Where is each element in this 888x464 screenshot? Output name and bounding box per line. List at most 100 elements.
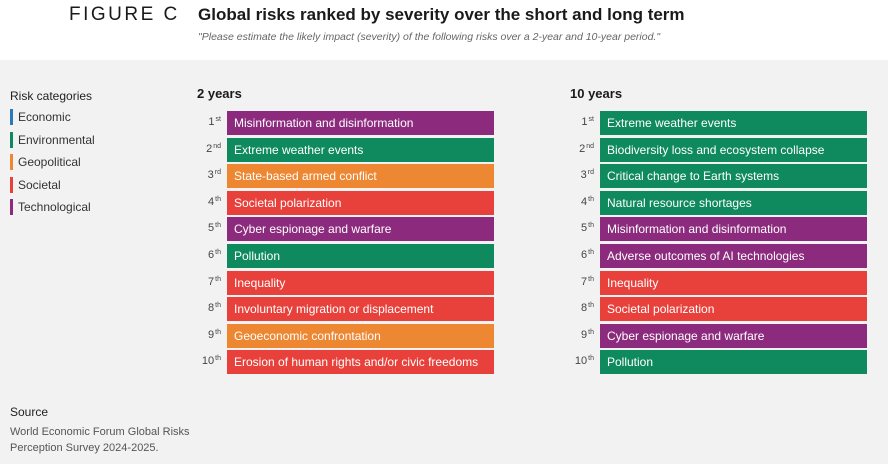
legend-item: Environmental (10, 131, 95, 155)
legend-swatch (10, 131, 13, 148)
chart-panel: Risk categories Economic Environmental Geo… (0, 60, 888, 464)
rank-label: 5th (197, 222, 221, 234)
ranking-row: 3rd State-based armed conflict (197, 164, 497, 189)
ranking-row: 2nd Extreme weather events (197, 137, 497, 162)
rank-suffix: th (215, 195, 221, 203)
rank-suffix: nd (586, 142, 594, 150)
rank-label: 6th (197, 249, 221, 261)
risk-bar: State-based armed conflict (227, 164, 494, 189)
ranking-row: 4th Natural resource shortages (570, 190, 870, 215)
source-text: World Economic Forum Global Risks Percep… (10, 426, 190, 454)
rank-number: 4 (208, 195, 215, 208)
rank-suffix: th (215, 249, 221, 256)
source-block: Source World Economic Forum Global Risks… (10, 405, 220, 456)
rank-suffix: th (215, 355, 221, 363)
rank-number: 8 (208, 302, 215, 315)
rank-label: 10th (197, 355, 221, 367)
rank-suffix: rd (587, 169, 594, 177)
column-title: 10 years (570, 86, 623, 101)
risk-bar: Erosion of human rights and/or civic fre… (227, 350, 494, 375)
figure-header: FIGURE C Global risks ranked by severity… (0, 0, 888, 60)
ranking-row: 6th Pollution (197, 244, 497, 268)
column-title: 2 years (197, 86, 242, 101)
ranking-row: 7th Inequality (197, 270, 497, 295)
rank-number: 2 (579, 142, 586, 155)
source-title: Source (10, 405, 49, 419)
risk-bar: Extreme weather events (600, 111, 867, 135)
risk-bar: Pollution (227, 244, 494, 268)
risk-bar: Inequality (600, 270, 867, 295)
rank-suffix: th (588, 355, 594, 363)
ranking-row: 8th Societal polarization (570, 297, 870, 322)
risk-bar: Geoeconomic confrontation (227, 323, 494, 348)
rank-label: 10th (570, 355, 594, 367)
rank-number: 1 (208, 116, 215, 128)
ranking-row: 3rd Critical change to Earth systems (570, 164, 870, 189)
legend-label: Economic (18, 110, 71, 124)
ranking-row: 1st Misinformation and disinformation (197, 111, 497, 135)
rank-suffix: st (588, 116, 594, 123)
legend-label: Geopolitical (18, 155, 81, 169)
rank-suffix: th (215, 275, 221, 283)
rank-label: 9th (570, 329, 594, 341)
rank-number: 2 (206, 142, 213, 155)
rank-label: 3rd (197, 169, 221, 181)
ranking-row: 9th Cyber espionage and warfare (570, 323, 870, 348)
rank-suffix: th (588, 195, 594, 203)
rank-label: 5th (570, 222, 594, 234)
ranking-row: 7th Inequality (570, 270, 870, 295)
legend-swatch (10, 154, 13, 170)
risk-bar: Inequality (227, 270, 494, 295)
rank-label: 3rd (570, 169, 594, 181)
ranking-row: 10th Erosion of human rights and/or civic… (197, 350, 497, 375)
legend-label: Technological (18, 200, 91, 214)
legend-title: Risk categories (10, 89, 93, 103)
ranking-row: 5th Misinformation and disinformation (570, 217, 870, 242)
rank-label: 7th (197, 276, 221, 288)
ranking-row: 8th Involuntary migration or displacement (197, 297, 497, 322)
ranking-row: 2nd Biodiversity loss and ecosystem colla… (570, 137, 870, 162)
rank-suffix: th (588, 222, 594, 230)
rank-number: 1 (581, 116, 588, 128)
rank-label: 6th (570, 249, 594, 261)
legend-swatch (10, 176, 13, 193)
risk-bar: Cyber espionage and warfare (600, 323, 867, 348)
figure-label: FIGURE C (69, 4, 180, 25)
legend-item: Geopolitical (10, 154, 92, 177)
legend-item: Technological (10, 199, 92, 222)
risk-bar: Societal polarization (600, 297, 867, 322)
risk-bar: Societal polarization (227, 190, 494, 215)
rank-number: 8 (581, 302, 588, 315)
ranking-row: 5th Cyber espionage and warfare (197, 217, 497, 242)
risk-bar: Misinformation and disinformation (600, 217, 867, 242)
rank-number: 4 (581, 195, 588, 208)
rank-suffix: th (588, 328, 594, 336)
risk-bar: Adverse outcomes of AI technologies (600, 244, 867, 268)
rank-number: 7 (581, 275, 588, 288)
legend-items: Economic Environmental Geopolitical Societa… (10, 109, 95, 222)
legend-item: Societal (10, 176, 92, 200)
figure-subtitle: "Please estimate the likely impact (seve… (198, 31, 661, 43)
ranking-row: 10th Pollution (570, 350, 870, 375)
rank-number: 7 (208, 275, 215, 288)
rank-label: 8th (197, 302, 221, 314)
legend-swatch (10, 109, 13, 125)
rank-number: 9 (208, 328, 215, 341)
rank-suffix: th (215, 222, 221, 230)
rank-suffix: th (588, 249, 594, 256)
risk-bar: Critical change to Earth systems (600, 164, 867, 189)
rank-number: 5 (208, 222, 215, 235)
risk-bar: Extreme weather events (227, 137, 494, 162)
ranking-row: 6th Adverse outcomes of AI technologies (570, 244, 870, 268)
rank-number: 10 (201, 355, 215, 368)
risk-bar: Natural resource shortages (600, 190, 867, 215)
rank-suffix: th (588, 302, 594, 310)
ranking-row: 1st Extreme weather events (570, 111, 870, 135)
rank-number: 10 (574, 355, 588, 368)
rank-label: 9th (197, 329, 221, 341)
legend-label: Societal (18, 177, 61, 192)
rank-suffix: st (215, 116, 221, 123)
ranking-row: 4th Societal polarization (197, 190, 497, 215)
rank-label: 7th (570, 276, 594, 288)
rank-suffix: rd (214, 169, 221, 177)
